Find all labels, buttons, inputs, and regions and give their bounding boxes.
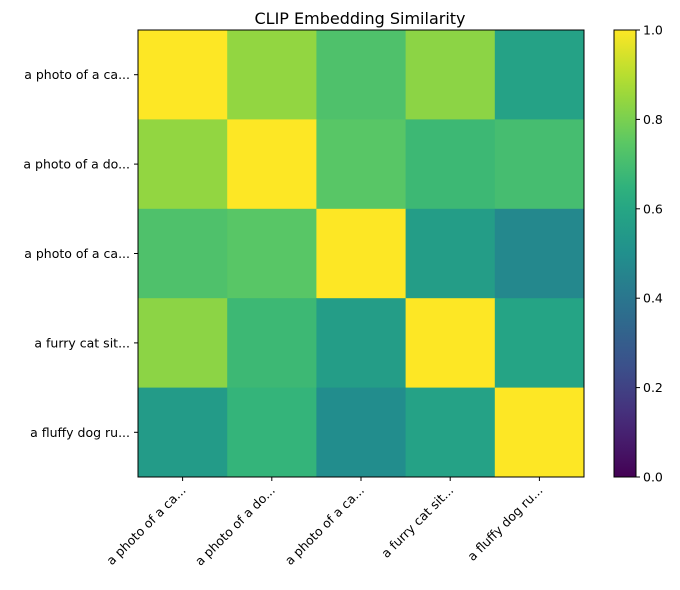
x-axis: a photo of a ca... a photo of a do... a ph… bbox=[103, 477, 546, 569]
colorbar-tick-label: 0.0 bbox=[643, 470, 663, 485]
heatmap-cell bbox=[227, 30, 317, 120]
heatmap-cell bbox=[138, 387, 228, 478]
heatmap-cells bbox=[137, 29, 585, 478]
y-tick-label: a furry cat sit... bbox=[34, 335, 130, 350]
colorbar-gradient bbox=[614, 30, 636, 477]
heatmap-cell bbox=[138, 119, 228, 210]
x-tick-label: a fluffy dog ru... bbox=[464, 483, 545, 564]
heatmap-cell bbox=[405, 119, 496, 210]
heatmap-cell bbox=[138, 298, 228, 389]
heatmap-cell bbox=[405, 30, 496, 120]
colorbar-tick-label: 0.2 bbox=[643, 380, 663, 395]
y-tick-label: a photo of a ca... bbox=[24, 67, 130, 82]
y-tick-label: a photo of a ca... bbox=[24, 246, 130, 261]
y-tick-label: a fluffy dog ru... bbox=[30, 425, 130, 440]
heatmap-cell bbox=[316, 298, 407, 389]
heatmap-cell bbox=[494, 30, 585, 120]
x-tick-label: a photo of a ca... bbox=[282, 483, 367, 568]
heatmap-cell bbox=[405, 298, 496, 389]
colorbar-tick-label: 0.8 bbox=[643, 112, 663, 127]
heatmap-cell bbox=[227, 387, 317, 478]
heatmap-cell bbox=[316, 30, 407, 120]
colorbar-tick-label: 0.6 bbox=[643, 201, 663, 216]
colorbar: 0.0 0.2 0.4 0.6 0.8 1.0 bbox=[613, 23, 663, 485]
heatmap-cell bbox=[494, 298, 585, 389]
heatmap-cell bbox=[494, 119, 585, 210]
heatmap-cell bbox=[405, 387, 496, 478]
heatmap-cell bbox=[494, 387, 585, 478]
colorbar-tick-label: 0.4 bbox=[643, 291, 663, 306]
colorbar-frame bbox=[613, 29, 637, 478]
heatmap-cell bbox=[316, 119, 407, 210]
x-tick-label: a photo of a ca... bbox=[103, 483, 188, 568]
heatmap-cell bbox=[227, 119, 317, 210]
heatmap-cell bbox=[316, 387, 407, 478]
heatmap-cell bbox=[316, 208, 407, 299]
y-tick-label: a photo of a do... bbox=[23, 157, 130, 172]
chart-title: CLIP Embedding Similarity bbox=[254, 9, 465, 28]
heatmap-cell bbox=[405, 208, 496, 299]
heatmap-cell bbox=[227, 298, 317, 389]
y-axis: a photo of a ca... a photo of a do... a ph… bbox=[23, 67, 138, 440]
x-tick-label: a furry cat sit... bbox=[378, 483, 456, 561]
heatmap-cell bbox=[138, 208, 228, 299]
x-tick-label: a photo of a do... bbox=[192, 483, 278, 569]
heatmap-cell bbox=[138, 30, 228, 120]
colorbar-tick-label: 1.0 bbox=[643, 23, 663, 38]
heatmap-cell bbox=[494, 208, 585, 299]
heatmap-cell bbox=[227, 208, 317, 299]
